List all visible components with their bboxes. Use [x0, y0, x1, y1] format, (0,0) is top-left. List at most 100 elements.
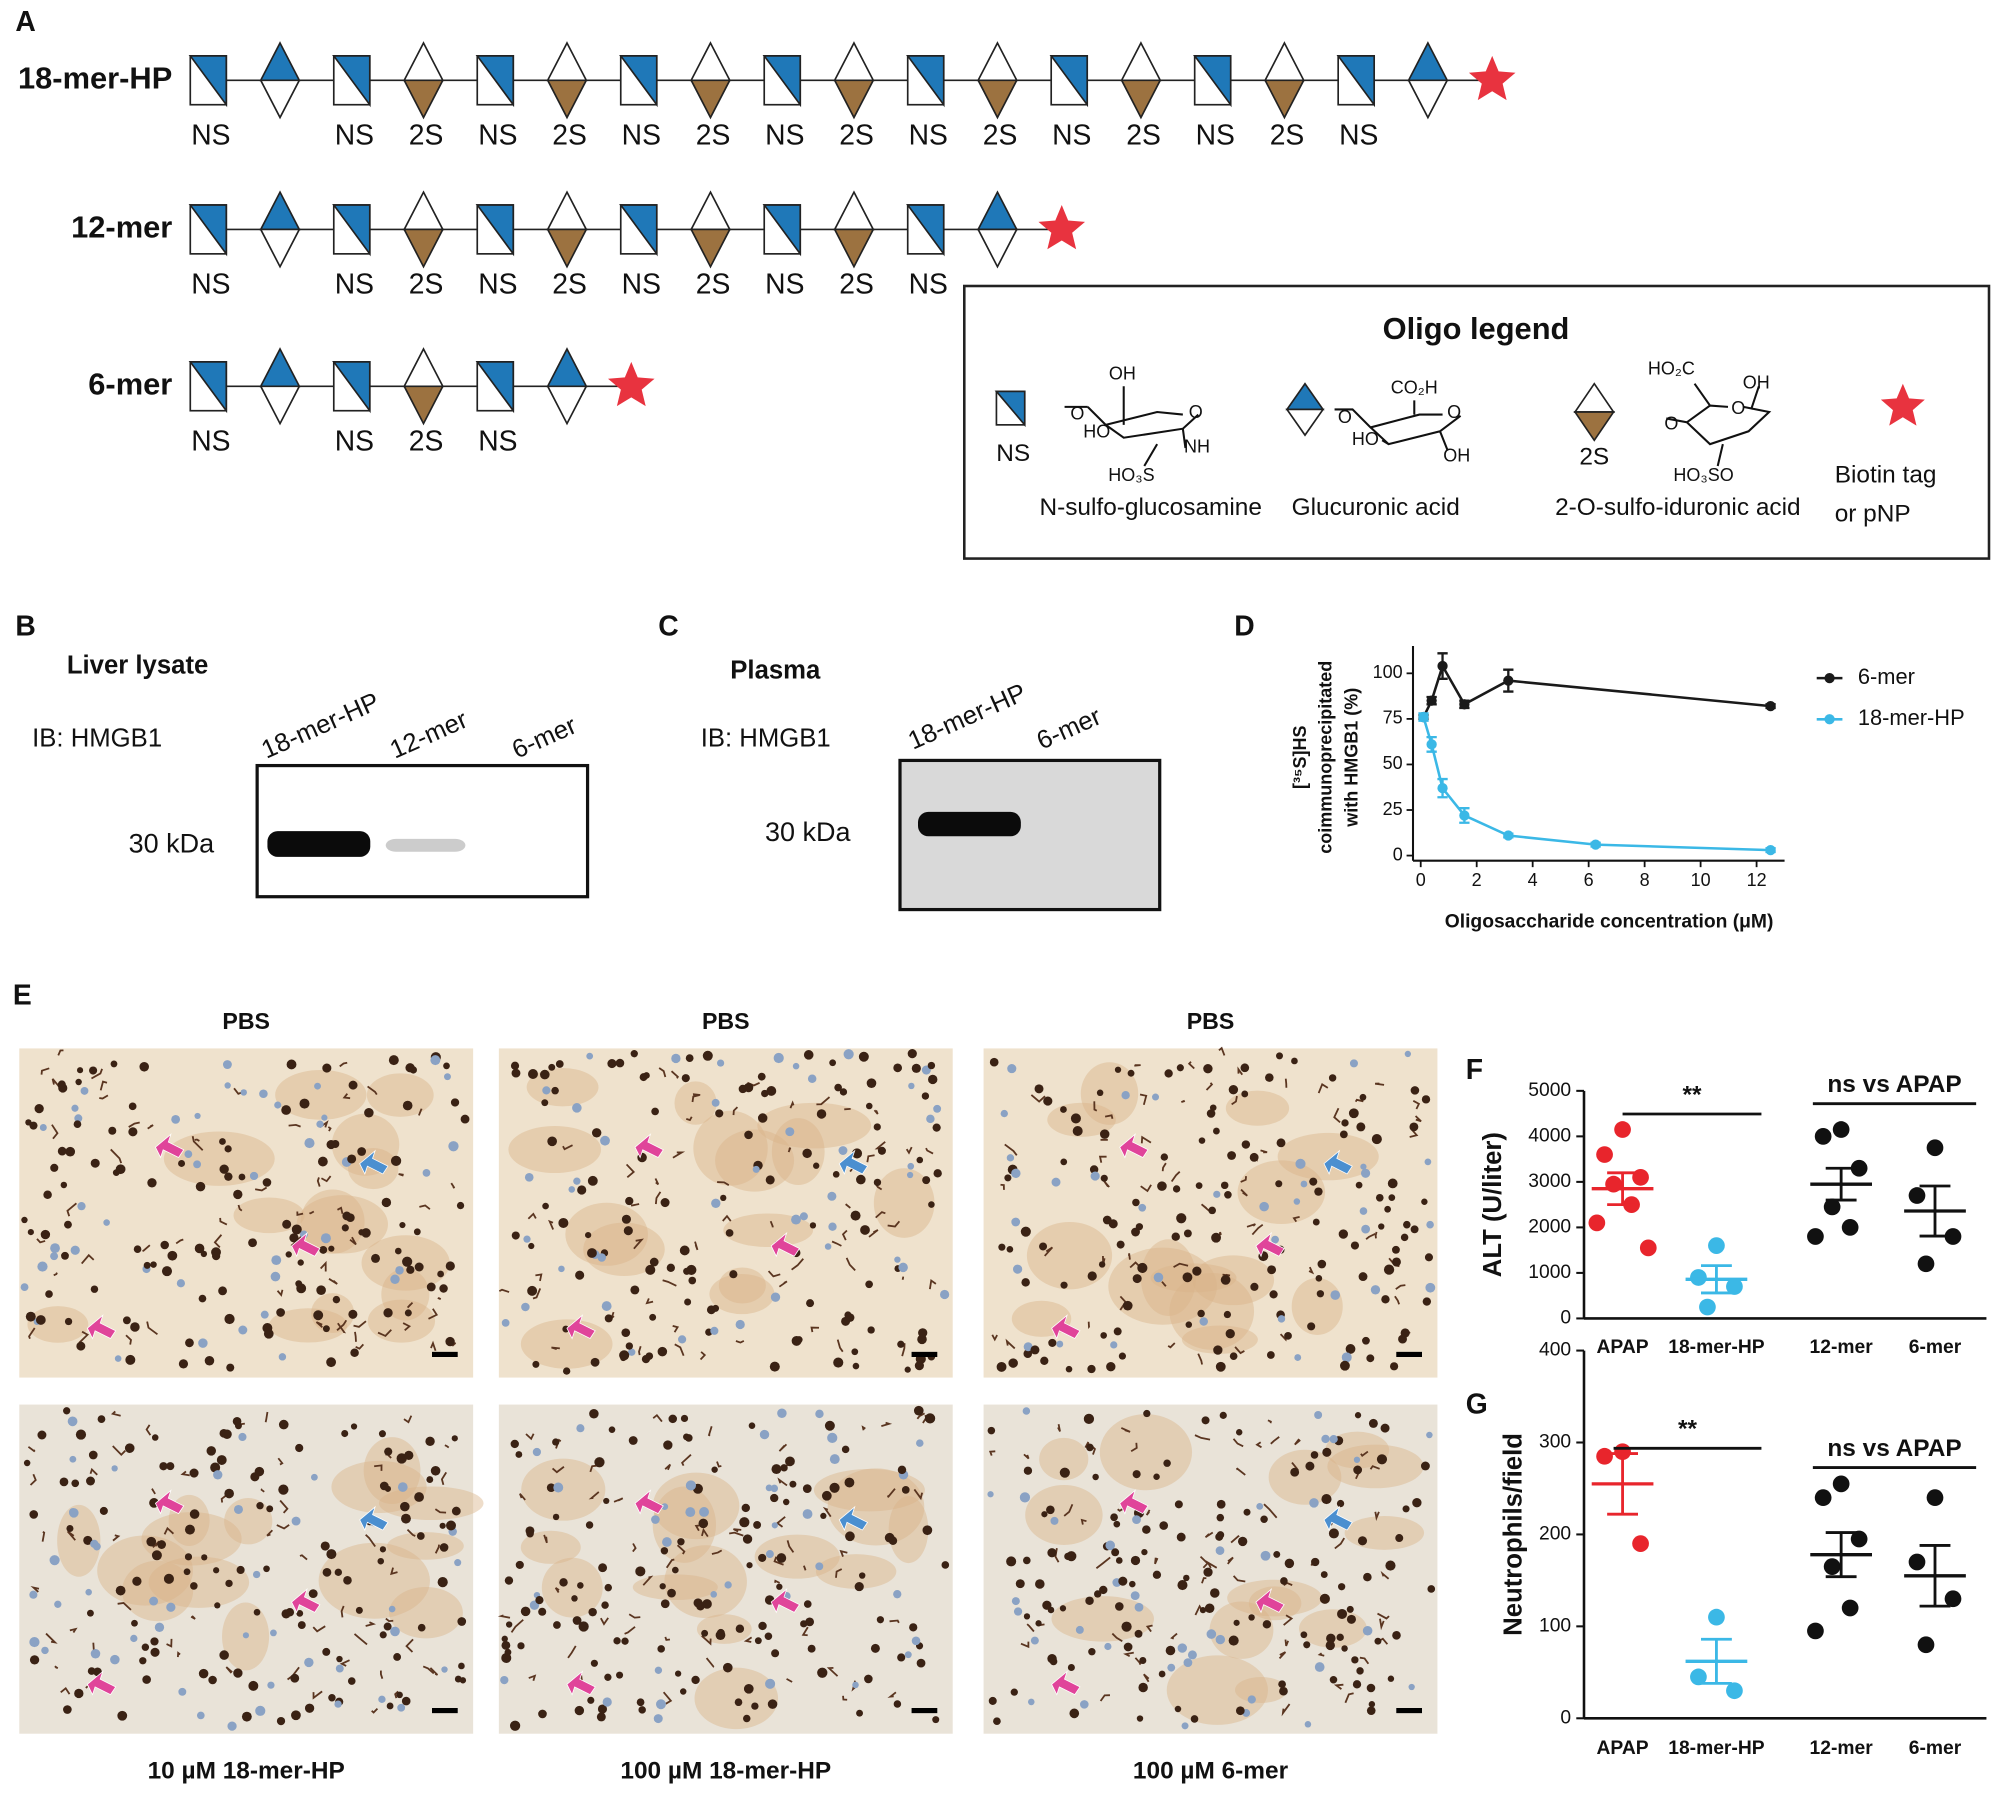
nucleus	[1388, 1194, 1396, 1201]
arrow	[634, 1489, 664, 1515]
nucleus	[328, 1245, 335, 1252]
nucleus	[371, 1253, 380, 1263]
kupffer-streak	[296, 1211, 304, 1217]
tissue-patch	[57, 1504, 101, 1577]
nucleus	[178, 1159, 186, 1167]
tissue-patch	[583, 1222, 665, 1277]
nucleus	[355, 1606, 363, 1614]
tissue-patch	[1344, 1515, 1425, 1550]
nucleus	[1182, 1272, 1193, 1283]
nucleus	[1138, 1682, 1148, 1693]
nucleus	[770, 1292, 781, 1302]
nucleus	[316, 1120, 324, 1128]
kupffer-streak	[887, 1691, 897, 1698]
kupffer-streak	[1354, 1098, 1364, 1103]
nucleus	[184, 1150, 193, 1158]
nucleus	[1211, 1232, 1221, 1243]
nucleus	[1280, 1577, 1288, 1585]
nucleus	[765, 1175, 775, 1185]
nucleus	[1115, 1557, 1123, 1564]
nucleus	[248, 1680, 259, 1691]
nucleus	[987, 1426, 996, 1435]
nucleus	[789, 1480, 797, 1488]
nucleus	[1426, 1431, 1433, 1439]
nucleus	[1228, 1084, 1239, 1095]
nucleus	[509, 1720, 521, 1731]
kupffer-streak	[1412, 1100, 1421, 1110]
nucleus	[342, 1211, 352, 1221]
atom-label: HO	[1352, 429, 1379, 449]
y-tick-label: 50	[1383, 753, 1403, 773]
nucleus	[1378, 1223, 1385, 1230]
nucleus	[1129, 1580, 1136, 1588]
kupffer-streak	[354, 1331, 357, 1342]
column-title: PBS	[1187, 1008, 1235, 1034]
nucleus	[924, 1413, 936, 1424]
kupffer-streak	[374, 1464, 383, 1471]
nucleus	[989, 1057, 999, 1067]
nucleus	[666, 1263, 675, 1272]
nucleus	[588, 1607, 597, 1617]
nucleus	[630, 1050, 638, 1058]
nucleus	[1122, 1300, 1133, 1311]
nucleus	[601, 1601, 609, 1609]
kupffer-streak	[312, 1625, 326, 1633]
nucleus	[1235, 1706, 1245, 1716]
nucleus	[771, 1522, 778, 1529]
nucleus	[1362, 1336, 1370, 1345]
kupffer-streak	[45, 1632, 58, 1644]
legend-label: 6-mer	[1858, 664, 1915, 689]
kupffer-streak	[377, 1329, 392, 1337]
nucleus	[809, 1222, 817, 1229]
nucleus	[1030, 1636, 1039, 1645]
nucleus	[1121, 1091, 1130, 1100]
y-tick-label: 100	[1539, 1615, 1571, 1636]
nucleus	[128, 1127, 138, 1137]
data-point	[1908, 1553, 1926, 1571]
panel-label: G	[1466, 1387, 1488, 1419]
kupffer-streak	[418, 1108, 423, 1116]
nucleus	[1160, 1153, 1169, 1161]
nucleus	[1111, 1548, 1120, 1557]
nucleus	[1320, 1571, 1328, 1578]
nucleus	[553, 1621, 561, 1629]
kupffer-streak	[729, 1531, 744, 1537]
nucleus	[691, 1675, 700, 1685]
atom-label: O	[1070, 403, 1084, 423]
nucleus	[236, 1565, 245, 1575]
sem-bar	[1825, 1531, 1857, 1579]
biotin-star	[608, 361, 655, 407]
tissue-patch	[541, 1557, 603, 1618]
nucleus	[746, 1562, 753, 1569]
nucleus	[341, 1224, 349, 1232]
nucleus	[1102, 1215, 1112, 1225]
nucleus	[1349, 1059, 1358, 1068]
nucleus	[1240, 1063, 1250, 1073]
ns-square-fill	[1336, 55, 1376, 108]
data-point	[1614, 1121, 1631, 1138]
nucleus	[939, 1289, 950, 1300]
nucleus	[347, 1154, 357, 1164]
nucleus	[322, 1567, 332, 1577]
nucleus	[1277, 1315, 1286, 1323]
kupffer-streak	[142, 1244, 151, 1252]
unit-label: 2S	[696, 267, 731, 299]
significance-label: ns vs APAP	[1827, 1435, 1961, 1462]
nucleus	[1227, 1151, 1236, 1160]
kupffer-streak	[803, 1565, 807, 1571]
nucleus	[1250, 1282, 1259, 1291]
nucleus	[122, 1316, 131, 1325]
nucleus	[894, 1256, 901, 1263]
kupffer-streak	[510, 1619, 524, 1633]
nucleus	[379, 1546, 387, 1553]
kupffer-streak	[1145, 1509, 1151, 1516]
nucleus	[71, 1479, 80, 1488]
nucleus	[988, 1696, 997, 1705]
kupffer-streak	[276, 1289, 284, 1297]
nucleus	[1303, 1641, 1311, 1649]
nucleus	[259, 1089, 268, 1099]
nucleus	[1027, 1698, 1035, 1706]
nucleus	[852, 1362, 860, 1370]
nucleus	[43, 1190, 52, 1200]
nucleus	[439, 1543, 449, 1552]
